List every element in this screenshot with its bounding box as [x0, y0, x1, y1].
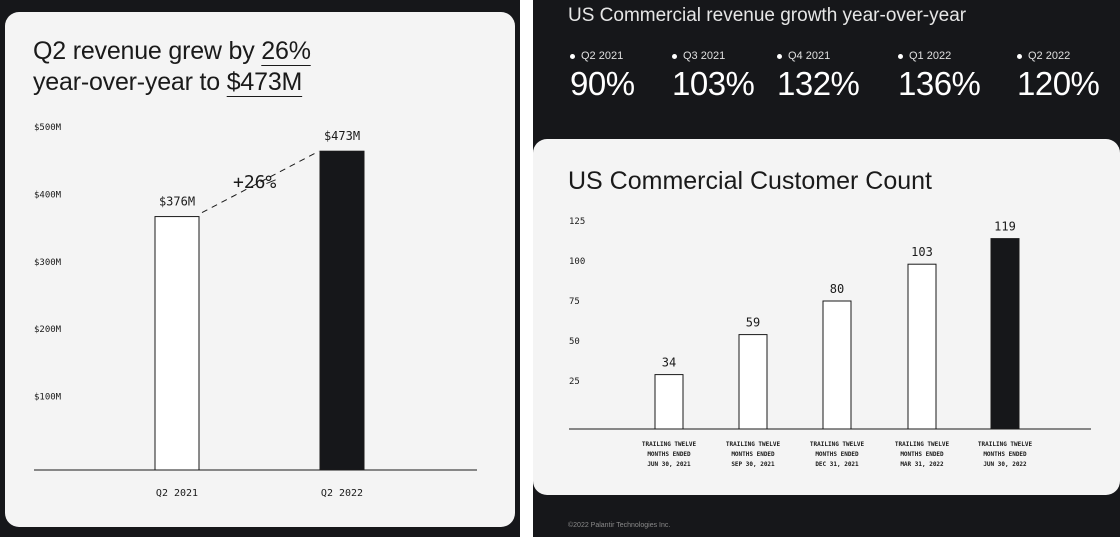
x-tick-label: TRAILING TWELVE — [642, 441, 697, 448]
revenue-bar — [319, 150, 365, 471]
metric-label: Q4 2021 — [788, 50, 831, 62]
x-tick-label: JUN 30, 2021 — [647, 461, 691, 468]
bar-value-label: 80 — [830, 282, 844, 296]
growth-metric-q2-2022: Q2 2022 120% — [1017, 50, 1100, 103]
growth-metric-q4-2021: Q4 2021 132% — [777, 50, 860, 103]
metric-label: Q2 2021 — [581, 50, 624, 62]
x-tick-label: SEP 30, 2021 — [731, 461, 775, 468]
x-tick-label: TRAILING TWELVE — [810, 441, 865, 448]
y-tick-label: $500M — [34, 123, 62, 133]
y-tick-label: 125 — [569, 217, 585, 227]
bullet-dot-icon — [570, 53, 575, 59]
left-panel: Q2 revenue grew by 26% year-over-year to… — [0, 0, 520, 537]
y-tick-label: 50 — [569, 337, 580, 347]
x-tick-label: MONTHS ENDED — [900, 451, 944, 458]
y-tick-label: 100 — [569, 257, 585, 267]
metric-label: Q1 2022 — [909, 50, 952, 62]
metric-label: Q2 2022 — [1028, 50, 1071, 62]
customer-bar — [738, 334, 768, 430]
customer-count-card: US Commercial Customer Count 25 50 75 100 12… — [533, 139, 1120, 495]
headline-line2-prefix: year-over-year to — [33, 68, 227, 96]
x-tick-label: MONTHS ENDED — [731, 451, 775, 458]
growth-annotation: +26% — [233, 172, 277, 193]
x-tick-label: JUN 30, 2022 — [983, 461, 1027, 468]
x-tick-label: TRAILING TWELVE — [978, 441, 1033, 448]
bullet-dot-icon — [898, 53, 903, 59]
metric-label: Q3 2021 — [683, 50, 726, 62]
headline-revenue-amount: $473M — [226, 68, 303, 96]
x-tick-label: MONTHS ENDED — [647, 451, 691, 458]
metric-value: 132% — [777, 65, 860, 102]
revenue-card: Q2 revenue grew by 26% year-over-year to… — [5, 12, 515, 527]
revenue-bar — [154, 216, 200, 471]
revenue-bar-chart: $100M $200M $300M $400M $500M $376M Q2 2021 $47… — [34, 123, 477, 499]
bar-value-label: 103 — [911, 245, 933, 259]
headline-growth-percent: 26% — [261, 37, 311, 65]
headline-line1-prefix: Q2 revenue grew by — [33, 37, 262, 65]
growth-metric-q1-2022: Q1 2022 136% — [898, 50, 981, 103]
growth-title: US Commercial revenue growth year-over-y… — [568, 5, 967, 26]
bullet-dot-icon — [1017, 53, 1022, 59]
y-tick-label: $100M — [34, 393, 62, 403]
metric-value: 136% — [898, 65, 981, 102]
x-tick-label: MONTHS ENDED — [983, 451, 1027, 458]
customer-bar — [654, 374, 684, 430]
copyright-footer: ©2022 Palantir Technologies Inc. — [568, 522, 671, 529]
y-tick-label: $300M — [34, 258, 62, 268]
metric-value: 90% — [570, 65, 635, 102]
customer-bar — [990, 238, 1020, 430]
metric-value: 120% — [1017, 65, 1100, 102]
bar-value-label: $473M — [324, 129, 360, 143]
x-tick-label: TRAILING TWELVE — [726, 441, 781, 448]
growth-metric-q2-2021: Q2 2021 90% — [570, 50, 635, 103]
right-panel: US Commercial revenue growth year-over-y… — [533, 0, 1120, 537]
x-tick-label: Q2 2021 — [156, 488, 198, 499]
customer-bar — [907, 263, 937, 430]
bullet-dot-icon — [672, 53, 677, 59]
x-tick-label: MONTHS ENDED — [815, 451, 859, 458]
customer-count-bar-chart: 25 50 75 100 125 34 TRAILING TWELVE MONTHS ENDE… — [569, 217, 1091, 468]
y-tick-label: $400M — [34, 190, 62, 200]
x-tick-label: MAR 31, 2022 — [900, 461, 944, 468]
customer-bar — [822, 300, 852, 430]
bullet-dot-icon — [777, 53, 782, 59]
x-tick-label: DEC 31, 2021 — [815, 461, 859, 468]
y-tick-label: $200M — [34, 325, 62, 335]
growth-metric-q3-2021: Q3 2021 103% — [672, 50, 755, 103]
y-tick-label: 25 — [569, 377, 580, 387]
metric-value: 103% — [672, 65, 755, 102]
x-tick-label: TRAILING TWELVE — [895, 441, 950, 448]
revenue-headline: Q2 revenue grew by 26% year-over-year to… — [33, 36, 311, 98]
growth-connector-line — [201, 150, 320, 214]
bar-value-label: 34 — [662, 356, 676, 370]
customer-count-title: US Commercial Customer Count — [568, 167, 932, 195]
bar-value-label: 119 — [994, 220, 1016, 234]
x-tick-label: Q2 2022 — [321, 488, 363, 499]
bar-value-label: $376M — [159, 195, 195, 209]
y-tick-label: 75 — [569, 297, 580, 307]
bar-value-label: 59 — [746, 316, 760, 330]
